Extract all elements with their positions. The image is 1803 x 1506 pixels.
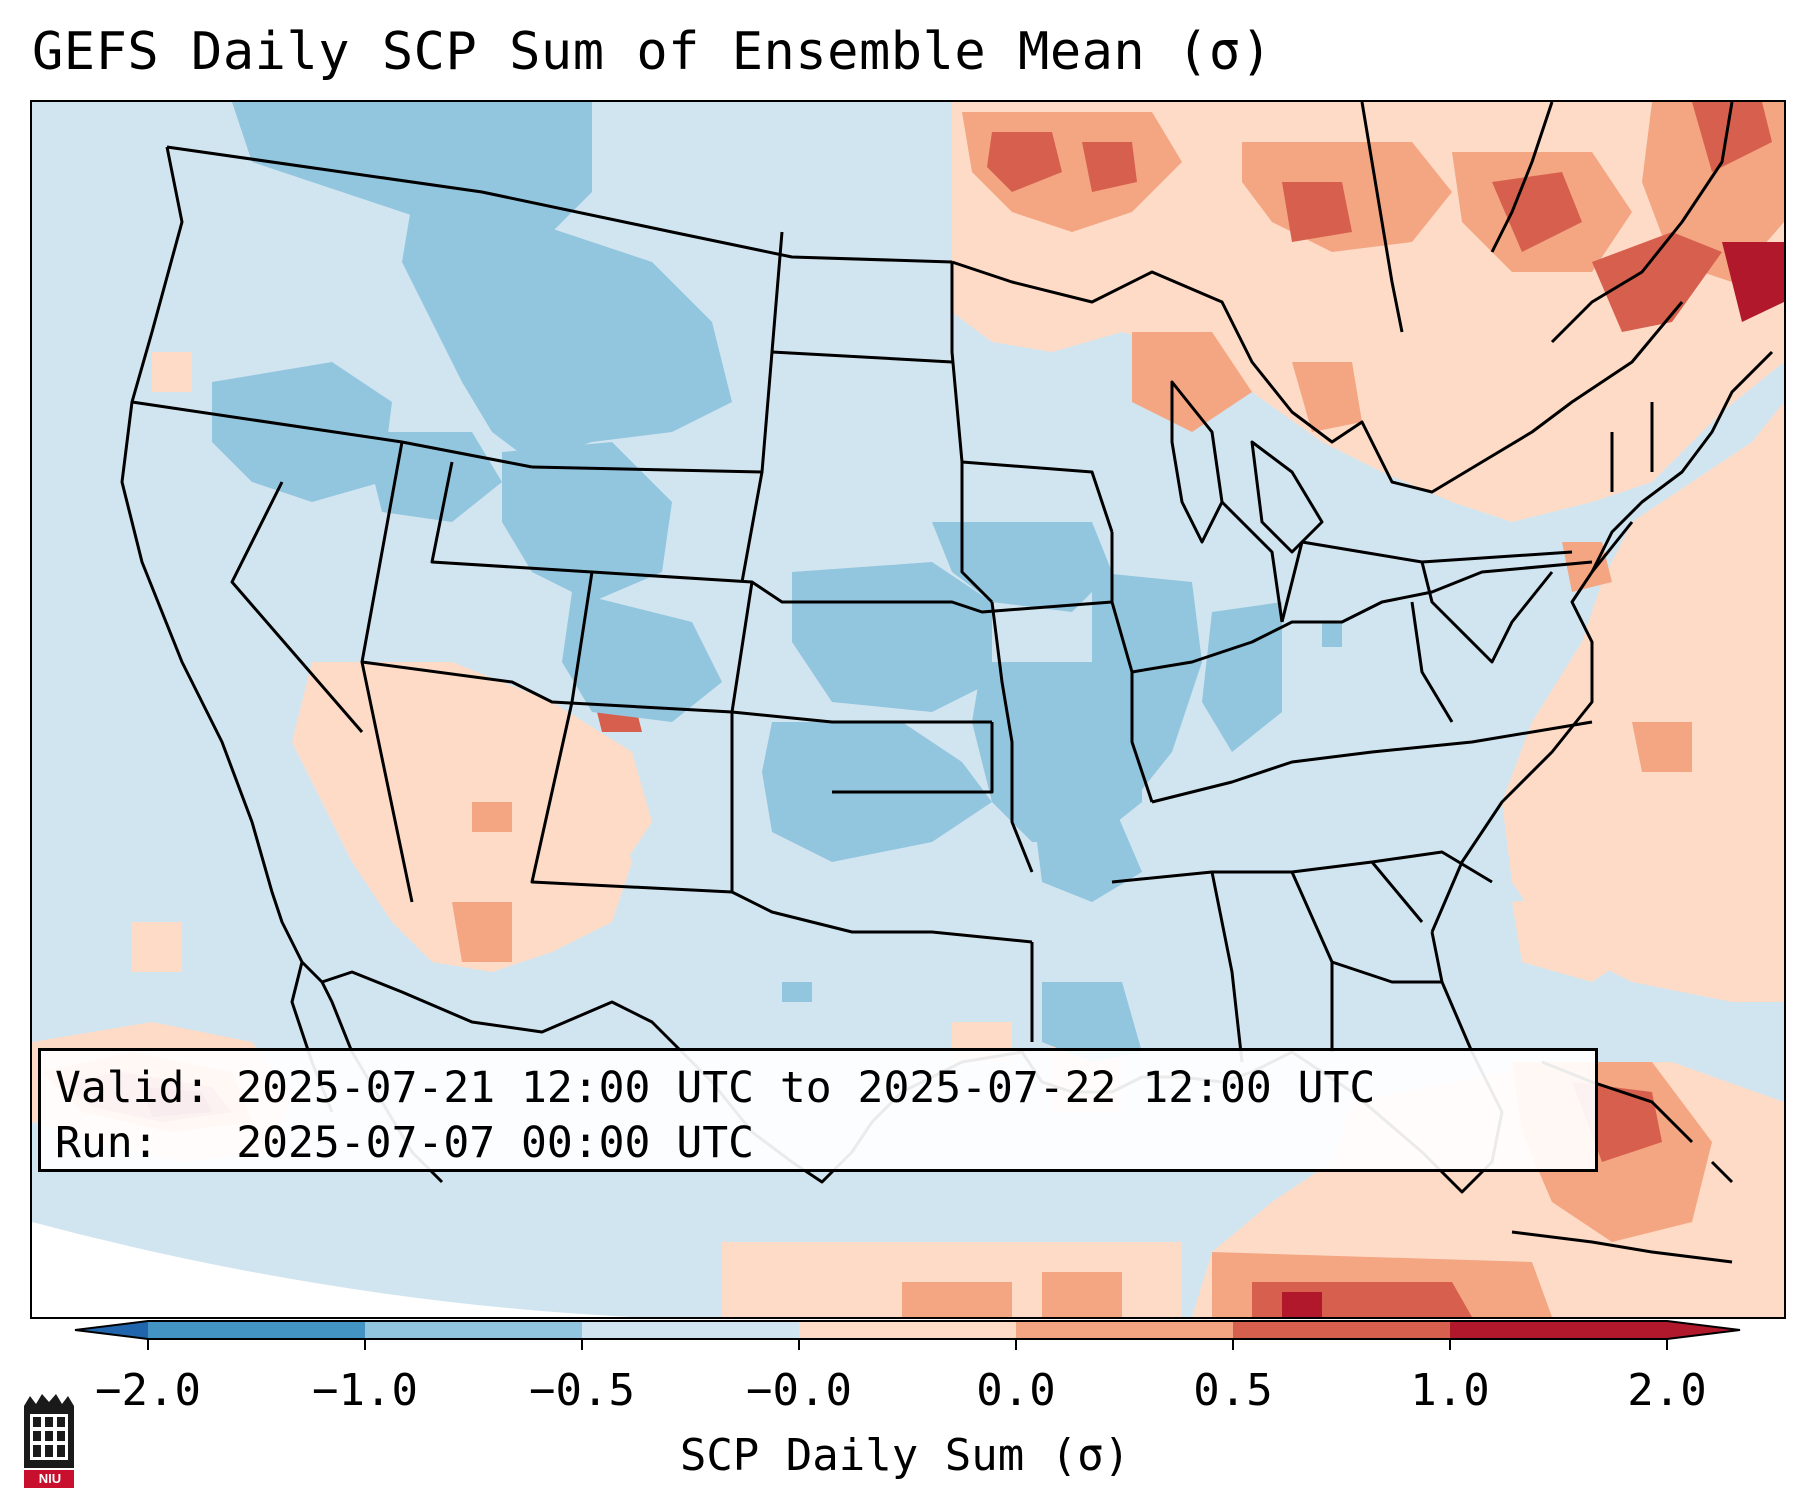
- colorbar-ticks: [147, 1339, 1668, 1350]
- colorbar-over-arrow: [1667, 1321, 1740, 1339]
- positive-anomaly-atlantic: [1502, 402, 1784, 1002]
- lake-michigan: [1170, 380, 1224, 544]
- colorbar-segment-6: [1233, 1321, 1450, 1339]
- east-coast: [1430, 350, 1774, 933]
- boundaries: [120, 102, 1774, 1194]
- colorbar-segment-4: [799, 1321, 1016, 1339]
- outside-projection: [32, 1222, 632, 1317]
- colorbar-tick-label: 2.0: [1627, 1365, 1707, 1416]
- colorbar-tick-label: 0.0: [976, 1365, 1056, 1416]
- positive-anomaly-north: [952, 102, 1784, 522]
- colorbar-tick-label: −0.0: [746, 1365, 852, 1416]
- map-title: GEFS Daily SCP Sum of Ensemble Mean (σ): [32, 22, 1273, 82]
- valid-value: 2025-07-21 12:00 UTC to 2025-07-22 12:00…: [236, 1063, 1376, 1113]
- colorbar-segment-3: [582, 1321, 799, 1339]
- colorbar-tick-label: −1.0: [312, 1365, 418, 1416]
- run-value: 2025-07-07 00:00 UTC: [236, 1118, 754, 1168]
- colorbar-tick-label: −0.5: [529, 1365, 635, 1416]
- colorbar-segment-2: [365, 1321, 582, 1339]
- st-lawrence: [1550, 102, 1734, 344]
- valid-run-infobox: Valid: 2025-07-21 12:00 UTC to 2025-07-2…: [38, 1048, 1598, 1172]
- us-canada-border: [166, 145, 953, 264]
- niu-logo-icon: [24, 1394, 74, 1488]
- colorbar-tick-label: 1.0: [1410, 1365, 1490, 1416]
- negative-anomaly-regions: [212, 102, 1342, 1062]
- colorbar-under-arrow: [75, 1321, 148, 1339]
- colorbar-tick-label: −2.0: [95, 1365, 201, 1416]
- colorbar-tick-label: 0.5: [1193, 1365, 1273, 1416]
- colorbar-label: SCP Daily Sum (σ): [679, 1430, 1131, 1481]
- lake-huron: [1250, 440, 1324, 554]
- niu-logo-text: NIU: [38, 1471, 62, 1486]
- colorbar-segment-7: [1450, 1321, 1667, 1339]
- quebec-border: [1490, 102, 1554, 253]
- run-label: Run:: [55, 1118, 159, 1168]
- west-coast: [120, 146, 324, 984]
- colorbar-segment-5: [1016, 1321, 1233, 1339]
- valid-label: Valid:: [55, 1063, 211, 1113]
- great-lakes-shore: [951, 260, 1684, 494]
- colorbar-segment-1: [148, 1321, 365, 1339]
- ontario-border: [1360, 102, 1404, 333]
